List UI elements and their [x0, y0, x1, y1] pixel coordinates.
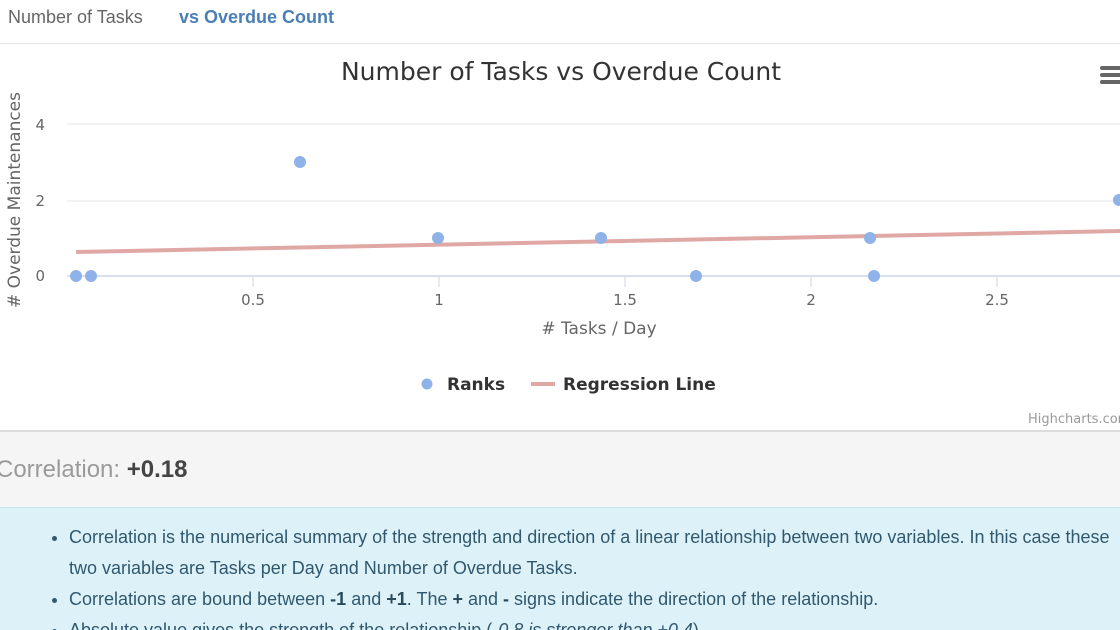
- data-point: [432, 232, 444, 244]
- data-point: [85, 270, 97, 282]
- gridlines: [67, 123, 1120, 277]
- legend: Ranks Regression Line: [421, 375, 716, 395]
- y-axis-labels: 0 2 4: [35, 116, 45, 285]
- svg-text:2: 2: [806, 291, 816, 309]
- info-bullet: Absolute value gives the strength of the…: [69, 615, 1119, 630]
- svg-text:Ranks: Ranks: [447, 375, 505, 395]
- highcharts-credit[interactable]: Highcharts.com: [1028, 412, 1120, 427]
- hamburger-icon: [1100, 66, 1120, 70]
- tab-bar: Number of Tasks vs Overdue Count: [0, 0, 1120, 44]
- x-axis-ticks: [252, 277, 998, 287]
- chart-title: Number of Tasks vs Overdue Count: [341, 57, 781, 86]
- svg-text:1.5: 1.5: [613, 291, 637, 309]
- data-point: [864, 232, 876, 244]
- svg-text:Regression Line: Regression Line: [563, 375, 716, 395]
- data-point: [690, 270, 702, 282]
- svg-text:1: 1: [434, 291, 444, 309]
- svg-text:0: 0: [35, 267, 45, 285]
- tab-number-of-tasks[interactable]: Number of Tasks: [8, 7, 143, 27]
- chart-menu-button[interactable]: [1100, 66, 1120, 88]
- correlation-value: +0.18: [126, 456, 188, 483]
- tab-vs-overdue-count[interactable]: vs Overdue Count: [179, 7, 335, 27]
- correlation-panel: Correlation: +0.18: [0, 430, 1120, 508]
- data-point: [595, 232, 607, 244]
- x-axis-labels: 0.5 1 1.5 2 2.5: [241, 291, 1009, 309]
- legend-dot-icon: [421, 378, 433, 390]
- correlation-info-box: Correlation is the numerical summary of …: [0, 508, 1120, 630]
- data-point: [1113, 194, 1120, 206]
- svg-text:2: 2: [35, 192, 45, 210]
- info-bullet: Correlation is the numerical summary of …: [69, 522, 1119, 584]
- y-axis-title: # Overdue Maintenances: [5, 92, 25, 308]
- x-axis-title: # Tasks / Day: [541, 319, 656, 339]
- data-point: [294, 156, 306, 168]
- svg-text:4: 4: [35, 116, 45, 134]
- legend-item-ranks[interactable]: Ranks: [421, 375, 506, 395]
- data-point: [868, 270, 880, 282]
- scatter-chart: Number of Tasks vs Overdue Count 0.5 1 1…: [0, 44, 1120, 430]
- svg-text:2.5: 2.5: [985, 291, 1009, 309]
- data-point: [70, 270, 82, 282]
- correlation-label: Correlation: +0.18: [0, 456, 188, 483]
- legend-item-regression-line[interactable]: Regression Line: [531, 375, 716, 395]
- svg-text:0.5: 0.5: [241, 291, 265, 309]
- info-list: Correlation is the numerical summary of …: [69, 522, 1119, 630]
- ranks-series[interactable]: [70, 156, 1120, 282]
- info-bullet: Correlations are bound between -1 and +1…: [69, 584, 1119, 615]
